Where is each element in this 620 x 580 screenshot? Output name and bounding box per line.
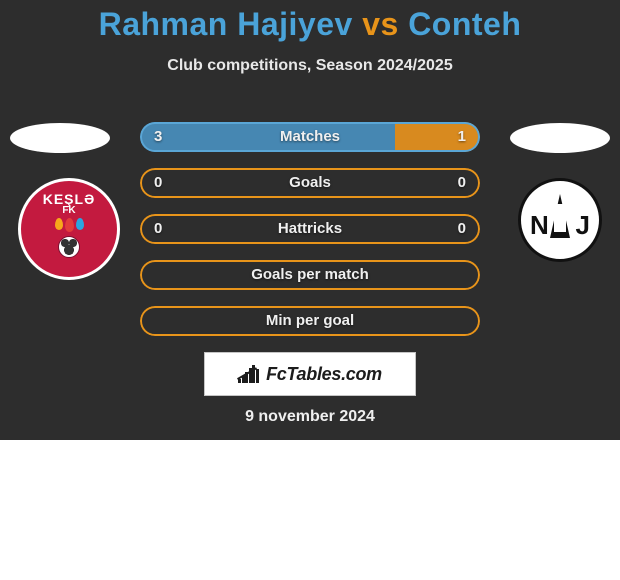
stat-row-matches: 3 Matches 1 <box>140 122 480 152</box>
player2-name: Conteh <box>408 6 521 42</box>
stat-label: Matches <box>140 122 480 152</box>
club-right-letter-1: N <box>530 210 549 241</box>
stats-container: 3 Matches 1 0 Goals 0 0 Hattricks 0 Goal… <box>140 122 480 352</box>
stat-row-goals: 0 Goals 0 <box>140 168 480 198</box>
stat-right-value: 1 <box>458 122 466 152</box>
stat-label: Goals <box>140 168 480 198</box>
stat-row-min-per-goal: Min per goal <box>140 306 480 336</box>
stat-label: Min per goal <box>140 306 480 336</box>
stat-right-value: 0 <box>458 214 466 244</box>
stat-label: Hattricks <box>140 214 480 244</box>
brand-text: FcTables.com <box>266 364 382 385</box>
club-left-flames-icon <box>55 218 84 232</box>
date-label: 9 november 2024 <box>0 408 620 426</box>
stat-right-value: 0 <box>458 168 466 198</box>
football-icon <box>58 236 80 258</box>
bar-chart-icon <box>238 365 260 383</box>
stat-label: Goals per match <box>140 260 480 290</box>
brand-watermark: FcTables.com <box>204 352 416 396</box>
player1-name: Rahman Hajiyev <box>99 6 353 42</box>
club-left-sub: FK <box>62 205 75 216</box>
vs-separator: vs <box>362 6 399 42</box>
page-title: Rahman Hajiyev vs Conteh <box>0 0 620 43</box>
player2-photo-placeholder <box>510 123 610 153</box>
club-badge-right: N J <box>518 178 602 262</box>
stat-row-goals-per-match: Goals per match <box>140 260 480 290</box>
club-badge-left: KEŞLƏ FK <box>18 178 120 280</box>
stat-row-hattricks: 0 Hattricks 0 <box>140 214 480 244</box>
club-right-letter-2: J <box>576 210 590 241</box>
player1-photo-placeholder <box>10 123 110 153</box>
oil-derrick-icon <box>550 194 570 238</box>
comparison-panel: Rahman Hajiyev vs Conteh Club competitio… <box>0 0 620 440</box>
subtitle: Club competitions, Season 2024/2025 <box>0 57 620 75</box>
